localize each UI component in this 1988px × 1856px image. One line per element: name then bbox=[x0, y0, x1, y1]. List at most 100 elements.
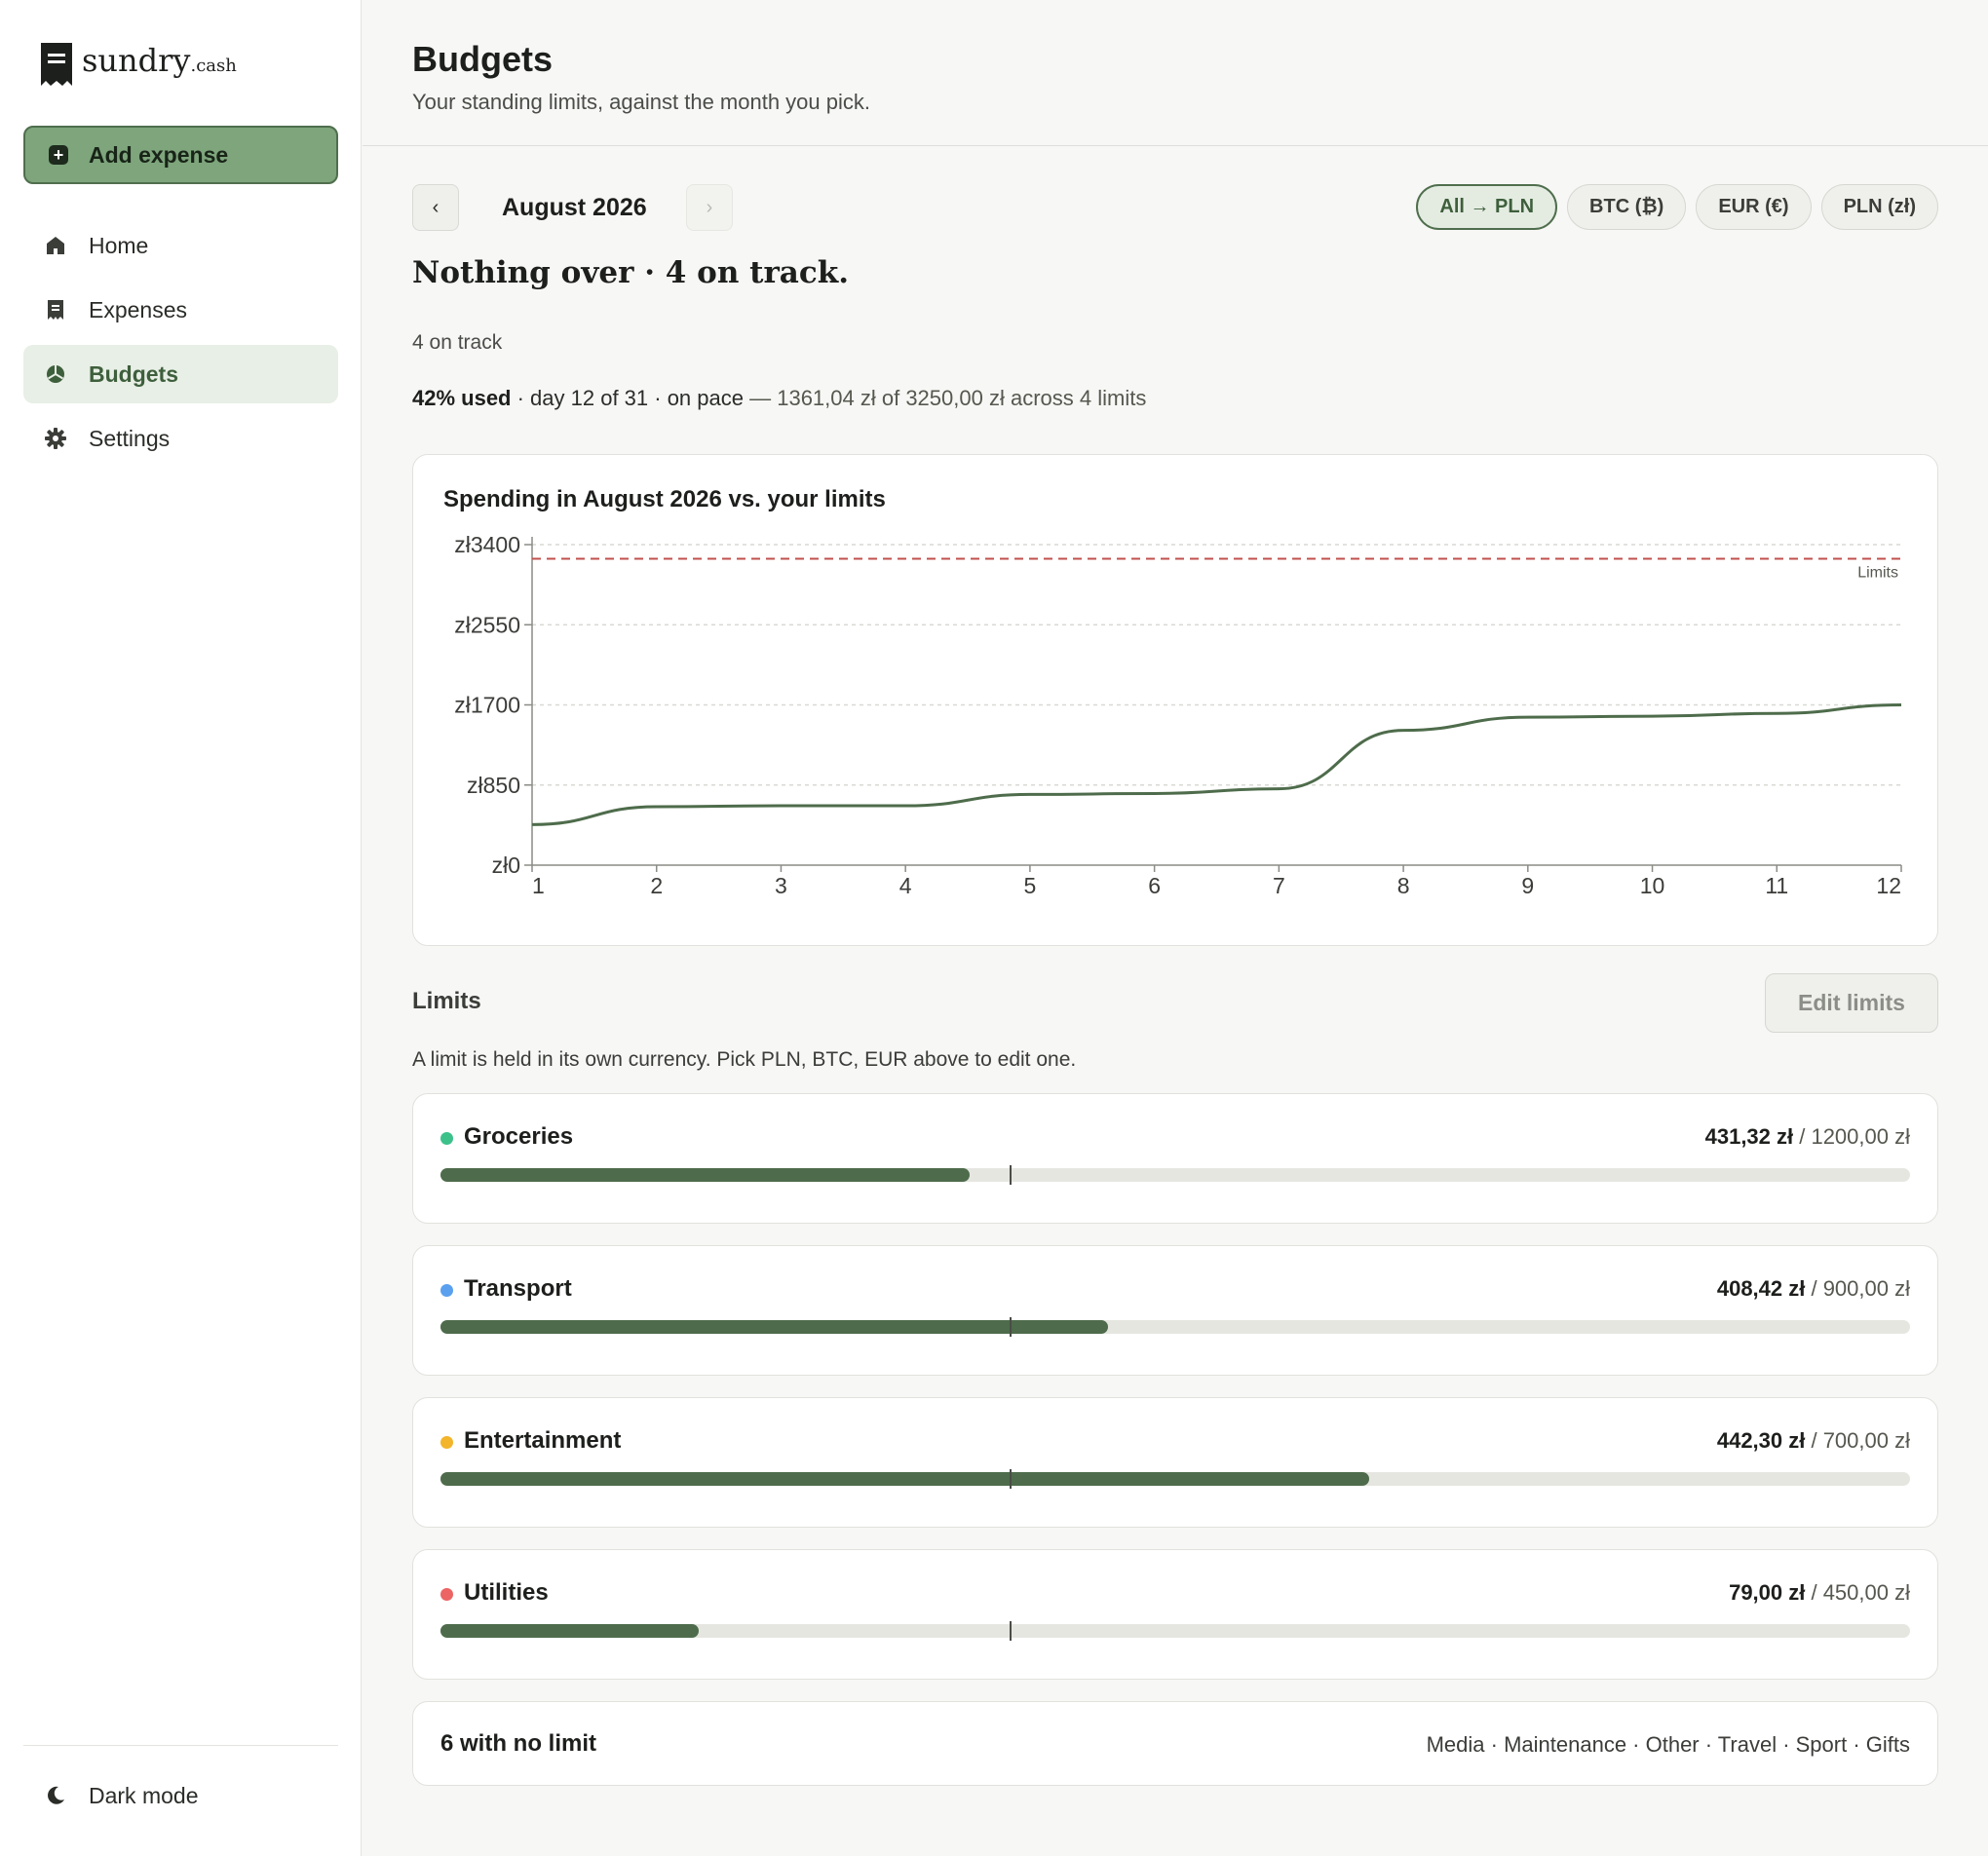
chevron-left-icon: ‹ bbox=[432, 196, 440, 218]
limit-total: / 450,00 zł bbox=[1805, 1580, 1910, 1605]
limit-card-groceries[interactable]: Groceries 431,32 zł / 1200,00 zł bbox=[412, 1093, 1938, 1224]
category-color-dot bbox=[440, 1436, 453, 1449]
limits-note: A limit is held in its own currency. Pic… bbox=[412, 1048, 1077, 1071]
y-tick-label: zł2550 bbox=[454, 612, 520, 637]
x-tick-label: 3 bbox=[775, 873, 787, 898]
spent-amount: 408,42 zł bbox=[1716, 1276, 1806, 1301]
category-color-dot bbox=[440, 1588, 453, 1601]
home-icon bbox=[45, 235, 66, 256]
limit-total: / 900,00 zł bbox=[1805, 1276, 1910, 1301]
dark-mode-toggle[interactable]: Dark mode bbox=[23, 1766, 198, 1825]
receipt-logo-icon bbox=[41, 43, 72, 86]
pace-marker bbox=[1009, 1317, 1012, 1337]
dark-mode-label: Dark mode bbox=[89, 1782, 199, 1808]
pace-marker bbox=[1009, 1165, 1012, 1185]
limit-card-entertainment[interactable]: Entertainment 442,30 zł / 700,00 zł bbox=[412, 1397, 1938, 1528]
pie-chart-icon bbox=[45, 363, 66, 385]
summary-headline: Nothing over · 4 on track. bbox=[412, 255, 850, 290]
pace-marker bbox=[1009, 1469, 1012, 1489]
x-tick-label: 10 bbox=[1640, 873, 1665, 898]
spent-amount: 442,30 zł bbox=[1716, 1428, 1806, 1453]
chart-title: Spending in August 2026 vs. your limits bbox=[443, 486, 886, 512]
category-color-dot bbox=[440, 1284, 453, 1297]
sidebar: sundry.cash + Add expense Home Expenses … bbox=[0, 0, 362, 1856]
progress-fill bbox=[440, 1168, 970, 1182]
receipt-icon bbox=[45, 299, 66, 321]
progress-track bbox=[440, 1469, 1910, 1489]
progress-fill bbox=[440, 1320, 1108, 1334]
no-limit-card: 6 with no limit Media · Maintenance · Ot… bbox=[412, 1701, 1938, 1786]
progress-fill bbox=[440, 1624, 700, 1638]
currency-filter: All → PLN BTC (₿) EUR (€) PLN (zł) bbox=[1416, 184, 1938, 230]
plus-icon: + bbox=[49, 145, 68, 165]
limit-amount: 408,42 zł / 900,00 zł bbox=[1717, 1276, 1910, 1302]
y-tick-label: zł850 bbox=[467, 773, 520, 798]
sidebar-item-settings[interactable]: Settings bbox=[23, 409, 338, 468]
usage-line: 42% used · day 12 of 31 · on pace — 1361… bbox=[412, 386, 1146, 411]
progress-track bbox=[440, 1621, 1910, 1641]
pace-marker bbox=[1009, 1621, 1012, 1641]
y-tick-label: zł0 bbox=[492, 852, 520, 878]
y-tick-label: zł1700 bbox=[454, 693, 520, 718]
x-tick-label: 9 bbox=[1521, 873, 1534, 898]
spending-line bbox=[531, 703, 1902, 826]
edit-limits-button[interactable]: Edit limits bbox=[1765, 973, 1938, 1033]
currency-pill-pln[interactable]: PLN (zł) bbox=[1820, 184, 1938, 230]
used-percent: 42% used bbox=[412, 386, 512, 410]
sidebar-item-home[interactable]: Home bbox=[23, 216, 338, 275]
currency-pill-all[interactable]: All → PLN bbox=[1416, 184, 1558, 230]
chevron-right-icon: › bbox=[706, 196, 713, 218]
sidebar-item-label: Budgets bbox=[89, 360, 178, 387]
sidebar-item-label: Settings bbox=[89, 425, 171, 451]
progress-track bbox=[440, 1165, 1910, 1185]
limit-card-transport[interactable]: Transport 408,42 zł / 900,00 zł bbox=[412, 1245, 1938, 1376]
limit-amount: 431,32 zł / 1200,00 zł bbox=[1705, 1124, 1910, 1150]
page-title: Budgets bbox=[412, 39, 553, 79]
limit-card-utilities[interactable]: Utilities 79,00 zł / 450,00 zł bbox=[412, 1549, 1938, 1680]
sidebar-item-budgets[interactable]: Budgets bbox=[23, 345, 338, 403]
category-name: Entertainment bbox=[464, 1427, 622, 1454]
category-name: Groceries bbox=[464, 1123, 574, 1150]
currency-pill-btc[interactable]: BTC (₿) bbox=[1567, 184, 1687, 230]
category-name: Utilities bbox=[464, 1579, 549, 1606]
x-tick-label: 1 bbox=[532, 873, 545, 898]
limit-label: Limits bbox=[1857, 565, 1898, 582]
limit-amount: 79,00 zł / 450,00 zł bbox=[1729, 1580, 1910, 1606]
x-tick-label: 8 bbox=[1397, 873, 1410, 898]
x-tick-label: 7 bbox=[1273, 873, 1285, 898]
page-header: Budgets Your standing limits, against th… bbox=[363, 0, 1988, 146]
logo-text: sundry.cash bbox=[82, 42, 237, 79]
no-limit-title: 6 with no limit bbox=[440, 1730, 596, 1757]
sidebar-divider bbox=[23, 1745, 338, 1746]
on-track-count: 4 on track bbox=[412, 331, 503, 354]
limit-total: / 700,00 zł bbox=[1805, 1428, 1910, 1453]
sidebar-item-expenses[interactable]: Expenses bbox=[23, 281, 338, 339]
sidebar-item-label: Home bbox=[89, 232, 149, 258]
next-month-button[interactable]: › bbox=[686, 184, 733, 231]
add-expense-label: Add expense bbox=[89, 141, 229, 168]
sidebar-item-label: Expenses bbox=[89, 296, 188, 322]
usage-detail: — 1361,04 zł of 3250,00 zł across 4 limi… bbox=[744, 386, 1147, 410]
page-subtitle: Your standing limits, against the month … bbox=[412, 90, 871, 114]
category-color-dot bbox=[440, 1132, 453, 1145]
progress-track bbox=[440, 1317, 1910, 1337]
spent-amount: 431,32 zł bbox=[1704, 1124, 1794, 1149]
sidebar-nav: Home Expenses Budgets Settings bbox=[23, 216, 338, 473]
x-tick-label: 2 bbox=[650, 873, 663, 898]
gear-icon bbox=[45, 428, 66, 449]
currency-pill-eur[interactable]: EUR (€) bbox=[1696, 184, 1812, 230]
x-tick-label: 6 bbox=[1148, 873, 1161, 898]
y-tick-label: zł3400 bbox=[454, 532, 520, 557]
pace-text: · day 12 of 31 · on pace bbox=[511, 386, 744, 410]
x-tick-label: 12 bbox=[1876, 873, 1901, 898]
previous-month-button[interactable]: ‹ bbox=[412, 184, 459, 231]
logo[interactable]: sundry.cash bbox=[41, 41, 237, 86]
month-label: August 2026 bbox=[502, 194, 647, 221]
progress-fill bbox=[440, 1472, 1370, 1486]
spent-amount: 79,00 zł bbox=[1729, 1580, 1806, 1605]
add-expense-button[interactable]: + Add expense bbox=[23, 126, 338, 184]
limit-amount: 442,30 zł / 700,00 zł bbox=[1717, 1428, 1910, 1454]
x-tick-label: 4 bbox=[899, 873, 912, 898]
limit-total: / 1200,00 zł bbox=[1793, 1124, 1910, 1149]
